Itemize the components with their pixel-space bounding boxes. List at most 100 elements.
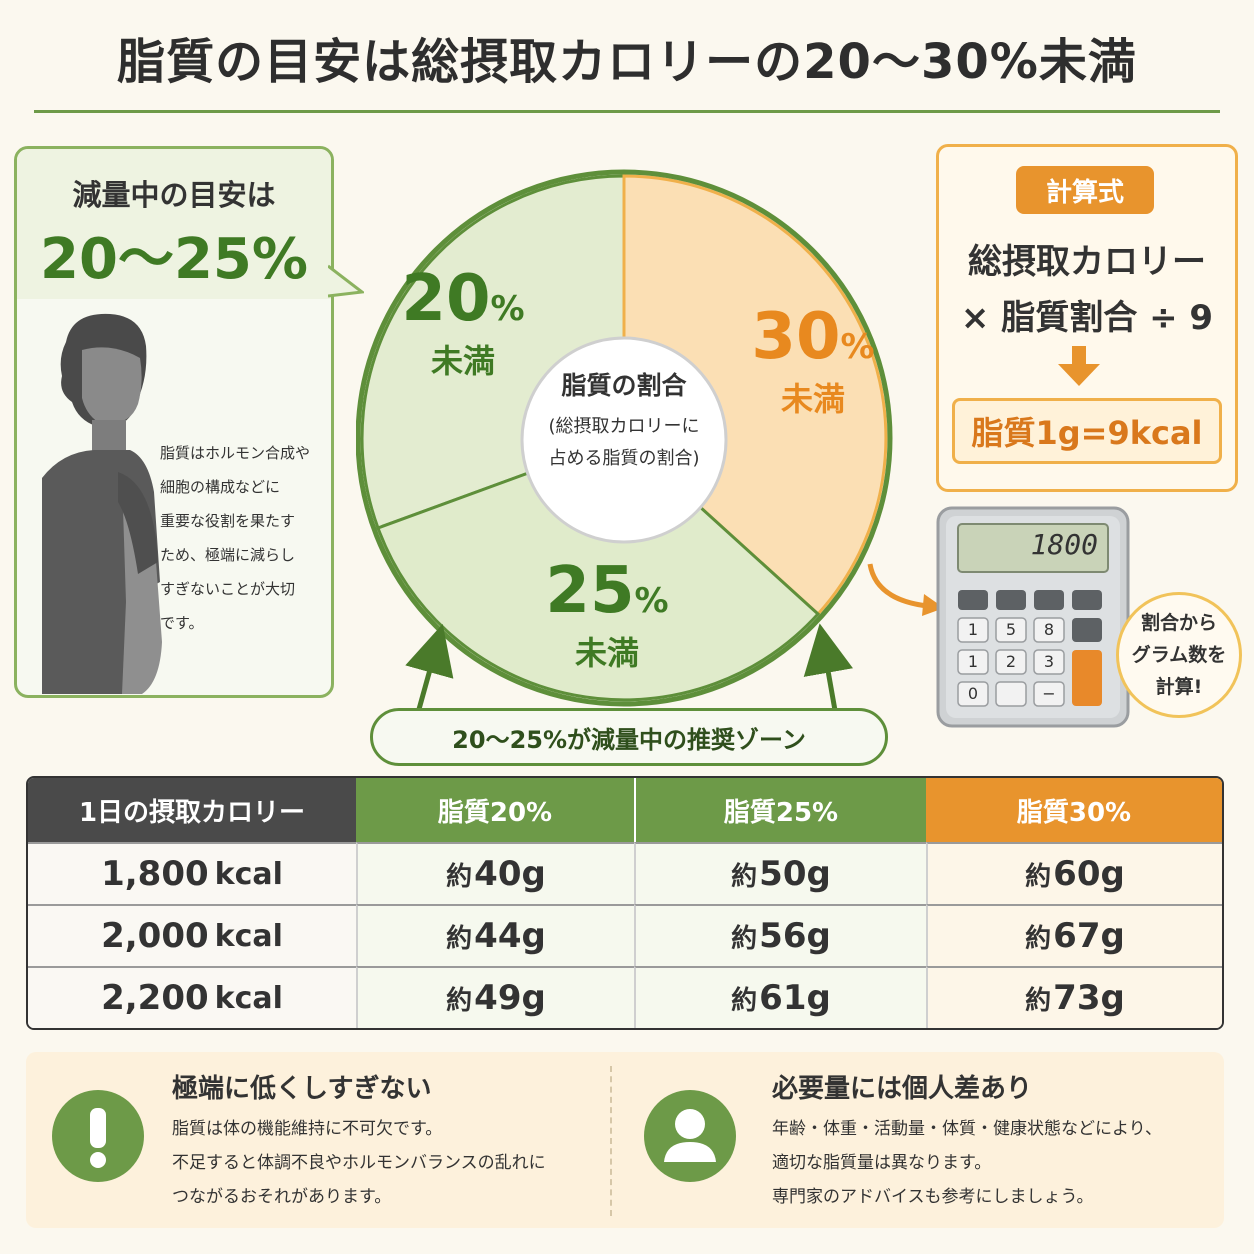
- pie-ring: [356, 169, 893, 707]
- note-line: つながるおそれがあります。: [172, 1187, 392, 1207]
- cell-value: 56g: [759, 916, 831, 956]
- cell-value: 44g: [474, 916, 546, 956]
- kcal-unit: kcal: [214, 918, 283, 954]
- table-header: 脂質25%: [634, 778, 926, 842]
- table-header: 脂質20%: [356, 778, 634, 842]
- table-cell: 約 44g: [356, 904, 634, 966]
- cell-value: 73g: [1053, 978, 1125, 1018]
- table-cell: 約 67g: [926, 904, 1222, 966]
- bubble-line: グラム数を: [1131, 644, 1227, 666]
- table-cell-kcal: 1,800 kcal: [28, 842, 356, 904]
- approx-prefix: 約: [1025, 985, 1052, 1016]
- pie-center-sub: (総摂取カロリーに: [548, 416, 700, 437]
- calc-key: −: [1042, 684, 1056, 703]
- speech-tail: [328, 264, 364, 298]
- segment-30: [622, 174, 888, 617]
- approx-prefix: 約: [1025, 923, 1052, 954]
- formula-result: 脂質1g=9kcal: [952, 398, 1222, 464]
- approx-prefix: 約: [731, 861, 758, 892]
- zone-arrow-right: [803, 623, 853, 717]
- segment-25-under: 未満: [574, 634, 639, 672]
- note-title: 極端に低くしすぎない: [172, 1074, 432, 1104]
- note-line: 細胞の構成などに: [160, 478, 281, 496]
- weight-loss-range: 20〜25%: [40, 227, 308, 292]
- formula-line-1: 総摂取カロリー: [968, 242, 1206, 282]
- note-line: 専門家のアドバイスも参考にしましょう。: [772, 1187, 1094, 1207]
- note-line: 不足すると体調不良やホルモンバランスの乱れに: [172, 1153, 546, 1173]
- bubble-line: 計算!: [1155, 676, 1203, 698]
- pie-center-text: 脂質の割合 (総摂取カロリーに 占める脂質の割合): [524, 366, 724, 470]
- note-line: 重要な役割を果たす: [160, 512, 296, 530]
- segment-20-num: 20: [401, 262, 491, 336]
- fat-ratio-pie: [356, 169, 893, 721]
- table-cell: 約 73g: [926, 966, 1222, 1028]
- cell-value: 49g: [474, 978, 546, 1018]
- calc-key: 1: [967, 652, 979, 671]
- calc-key: 3: [1043, 652, 1055, 671]
- kcal-value: 2,000: [101, 916, 209, 956]
- kcal-unit: kcal: [214, 856, 283, 892]
- weight-loss-heading: 減量中の目安は: [72, 178, 276, 212]
- cell-value: 60g: [1053, 854, 1125, 894]
- note-line: 脂質は体の機能維持に不可欠です。: [172, 1119, 443, 1139]
- note-line: 脂質はホルモン合成や: [160, 444, 311, 462]
- exclamation-icon: [52, 1090, 144, 1182]
- note-line: ため、極端に減らし: [160, 546, 296, 564]
- title-underline: [34, 110, 1220, 113]
- weight-loss-panel-header: [17, 149, 331, 299]
- approx-prefix: 約: [731, 985, 758, 1016]
- person-illustration: [42, 313, 162, 694]
- arrow-to-calculator-icon: [867, 563, 944, 616]
- formula-line-2: × 脂質割合 ÷ 9: [960, 298, 1214, 338]
- calculate-bubble: 割合から グラム数を 計算!: [1116, 592, 1242, 718]
- page-title: 脂質の目安は総摂取カロリーの20〜30%未満: [117, 34, 1137, 90]
- note-line: 適切な脂質量は異なります。: [772, 1153, 992, 1173]
- cell-value: 67g: [1053, 916, 1125, 956]
- calc-key: 2: [1005, 652, 1017, 671]
- approx-prefix: 約: [446, 985, 473, 1016]
- pie-center-sub: 占める脂質の割合): [548, 448, 700, 469]
- table-cell: 約 56g: [634, 904, 926, 966]
- table-cell: 約 49g: [356, 966, 634, 1028]
- down-arrow-icon: [1058, 346, 1100, 386]
- table-header: 脂質30%: [926, 778, 1222, 842]
- recommended-zone-pill: 20〜25%が減量中の推奨ゾーン: [370, 708, 888, 766]
- segment-25-label: 25% 未満: [522, 554, 692, 674]
- approx-prefix: 約: [446, 923, 473, 954]
- calc-key: 1: [967, 620, 979, 639]
- approx-prefix: 約: [1025, 861, 1052, 892]
- table-cell-kcal: 2,200 kcal: [28, 966, 356, 1028]
- formula-tag: 計算式: [1016, 166, 1154, 214]
- note-line: すぎないことが大切: [160, 580, 296, 598]
- pie-center: [520, 336, 728, 544]
- segment-30-sign: %: [840, 327, 875, 367]
- notes-divider: [610, 1066, 612, 1216]
- note-line: 年齢・体重・活動量・体質・健康状態などにより、: [772, 1119, 1162, 1139]
- advice-notes: [26, 1052, 1224, 1228]
- calc-key: 8: [1043, 620, 1055, 639]
- note-title: 必要量には個人差あり: [772, 1074, 1033, 1104]
- kcal-unit: kcal: [214, 980, 283, 1016]
- table-cell: 約 40g: [356, 842, 634, 904]
- calculator-icon: [936, 506, 1130, 728]
- pie-center-title: 脂質の割合: [561, 371, 687, 400]
- approx-prefix: 約: [731, 923, 758, 954]
- segment-30-label: 30% 未満: [728, 300, 898, 420]
- cell-value: 50g: [759, 854, 831, 894]
- table-header: 1日の摂取カロリー: [28, 778, 356, 842]
- note-text: 脂質は体の機能維持に不可欠です。 不足すると体調不良やホルモンバランスの乱れに …: [172, 1112, 602, 1214]
- cell-value: 40g: [474, 854, 546, 894]
- calculator-display: 1800: [1030, 528, 1098, 561]
- table-cell: 約 60g: [926, 842, 1222, 904]
- segment-25: [376, 436, 821, 702]
- table-cell-kcal: 2,000 kcal: [28, 904, 356, 966]
- segment-30-num: 30: [751, 300, 841, 374]
- approx-prefix: 約: [446, 861, 473, 892]
- cell-value: 61g: [759, 978, 831, 1018]
- table-cell: 約 50g: [634, 842, 926, 904]
- bubble-line: 割合から: [1140, 612, 1217, 634]
- person-icon: [644, 1090, 736, 1182]
- segment-25-num: 25: [545, 554, 635, 628]
- table-cell: 約 61g: [634, 966, 926, 1028]
